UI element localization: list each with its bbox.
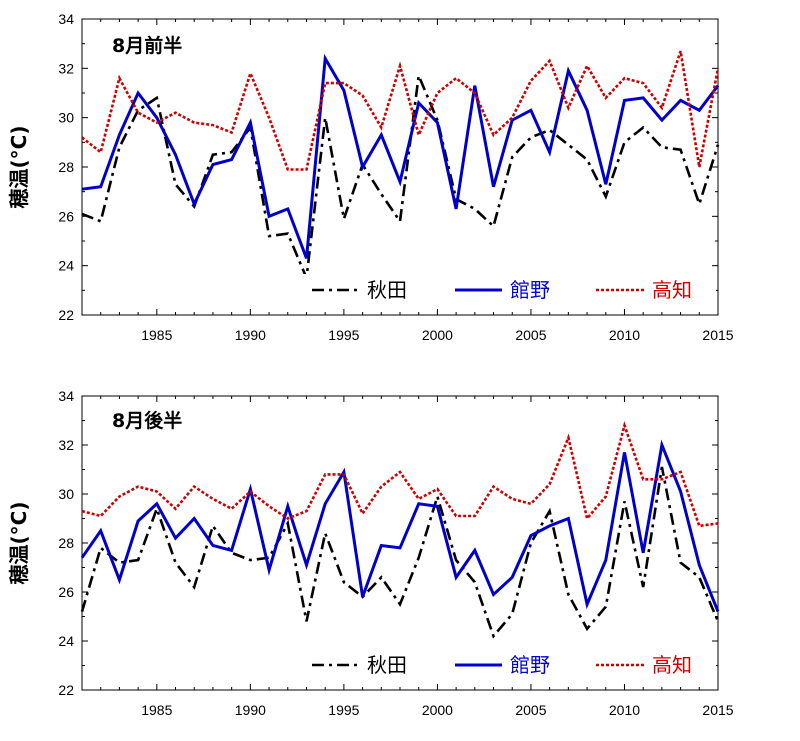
x-tick-label: 2000 bbox=[422, 327, 453, 343]
y-tick-label: 24 bbox=[58, 258, 74, 274]
series-line-2 bbox=[80, 439, 720, 613]
legend-background bbox=[300, 649, 716, 679]
x-tick-label: 1990 bbox=[235, 702, 266, 718]
y-tick-label: 22 bbox=[58, 307, 74, 323]
y-tick-label: 28 bbox=[58, 159, 74, 175]
y-tick-label: 30 bbox=[58, 110, 74, 126]
x-tick-label: 1985 bbox=[141, 702, 172, 718]
series-line-2 bbox=[81, 53, 720, 259]
series-line-1 bbox=[81, 70, 720, 284]
y-axis-label: 穂温(°C) bbox=[7, 126, 31, 209]
legend-background bbox=[300, 274, 716, 304]
x-tick-label: 2000 bbox=[422, 702, 453, 718]
series-line-3 bbox=[81, 420, 719, 528]
title-background bbox=[108, 405, 204, 433]
series-line-3 bbox=[81, 50, 720, 171]
plot-frame bbox=[81, 395, 719, 691]
y-tick-label: 26 bbox=[58, 584, 74, 600]
y-tick-label: 24 bbox=[58, 633, 74, 649]
title-background bbox=[108, 30, 204, 58]
legend-label-3: 高知 bbox=[652, 653, 692, 677]
x-tick-label: 1995 bbox=[328, 702, 359, 718]
legend-label-2: 館野 bbox=[510, 653, 550, 677]
y-tick-label: 22 bbox=[58, 682, 74, 698]
legend-label-1: 秋田 bbox=[367, 278, 407, 302]
x-tick-label: 2005 bbox=[515, 327, 546, 343]
y-tick-label: 32 bbox=[58, 60, 74, 76]
x-tick-label: 1985 bbox=[141, 327, 172, 343]
legend-label-2: 館野 bbox=[510, 278, 550, 302]
legend: 秋田 館野 高知 bbox=[300, 274, 716, 304]
y-tick-label: 34 bbox=[58, 388, 74, 404]
panel-title: 8月前半 bbox=[112, 34, 182, 57]
y-axis-label: 穂温(°C) bbox=[7, 502, 31, 585]
y-tick-label: 26 bbox=[58, 208, 74, 224]
x-tick-label: 2005 bbox=[515, 702, 546, 718]
x-tick-label: 2010 bbox=[609, 702, 640, 718]
y-tick-label: 28 bbox=[58, 535, 74, 551]
x-tick-label: 2015 bbox=[702, 327, 733, 343]
panel-2: 22 24 26 28 30 32 34 1985 1990 1995 2000 2005 2010 20… bbox=[7, 388, 734, 718]
y-tick-label: 32 bbox=[58, 437, 74, 453]
panel-title: 8月後半 bbox=[112, 409, 182, 432]
legend: 秋田 館野 高知 bbox=[300, 649, 716, 679]
legend-label-3: 高知 bbox=[652, 278, 692, 302]
x-tick-label: 1990 bbox=[235, 327, 266, 343]
x-tick-label: 1995 bbox=[328, 327, 359, 343]
legend-label-1: 秋田 bbox=[367, 653, 407, 677]
x-tick-label: 2015 bbox=[702, 702, 733, 718]
panel-1: 22 24 26 28 30 32 34 1985 1990 1995 2000 2005 2010 20… bbox=[7, 11, 734, 343]
series-line-1 bbox=[80, 466, 720, 639]
x-tick-label: 2010 bbox=[609, 327, 640, 343]
y-tick-label: 30 bbox=[58, 486, 74, 502]
y-tick-label: 34 bbox=[58, 11, 74, 27]
